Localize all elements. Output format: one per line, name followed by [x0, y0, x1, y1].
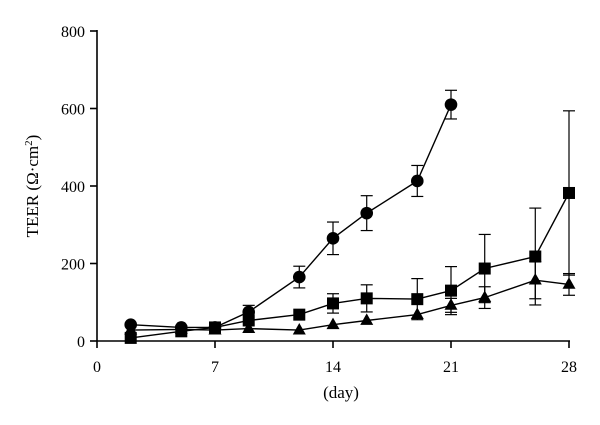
triangle-point	[478, 290, 492, 302]
y-tick-label: 600	[61, 102, 85, 119]
square-point	[293, 308, 306, 321]
y-axis-label: TEER (Ω·cm2)	[23, 135, 42, 238]
x-tick-label: 28	[561, 359, 577, 376]
triangle-point	[242, 321, 256, 333]
circle-point	[326, 232, 340, 245]
square-point	[478, 262, 491, 275]
triangle-series-line	[130, 279, 570, 331]
y-axis-label-main: TEER (Ω·cm	[23, 146, 42, 237]
square-point	[327, 297, 339, 310]
circle-point	[410, 174, 424, 188]
square-point	[124, 331, 137, 344]
x-tick-label: 14	[325, 359, 341, 376]
triangle-point	[326, 317, 340, 330]
axes: 0 7 14 21 28 0 200 400 600 800	[61, 24, 577, 376]
data-markers	[124, 98, 576, 344]
triangle-point	[208, 323, 222, 335]
triangle-point	[124, 323, 138, 335]
x-tick-label: 0	[93, 359, 101, 376]
triangle-point	[360, 313, 374, 325]
triangle-point	[562, 277, 576, 289]
x-axis-label: (day)	[323, 383, 359, 402]
triangle-point	[174, 322, 188, 334]
circle-point	[360, 206, 374, 220]
x-tick-label: 21	[443, 359, 459, 376]
y-tick-label: 0	[77, 334, 85, 351]
y-tick-label: 400	[61, 179, 85, 196]
square-point	[242, 314, 255, 327]
square-point	[411, 293, 424, 306]
error-bars	[242, 89, 575, 321]
y-axis-label-close: )	[23, 135, 42, 141]
square-point	[445, 284, 457, 297]
square-series-line	[130, 192, 570, 339]
y-tick-label: 200	[61, 257, 85, 274]
y-tick-label: 800	[61, 24, 85, 41]
circle-point	[292, 270, 306, 284]
triangle-point	[444, 298, 458, 310]
circle-point	[444, 98, 458, 111]
triangle-point	[528, 273, 542, 285]
series-lines	[130, 104, 570, 339]
square-point	[563, 186, 575, 199]
y-axis-label-superscript: 2	[23, 140, 35, 146]
x-tick-label: 7	[211, 359, 219, 376]
circle-series-line	[130, 104, 452, 329]
triangle-point	[410, 307, 424, 320]
triangle-point	[292, 323, 306, 335]
square-point	[360, 292, 373, 305]
square-point	[529, 250, 542, 263]
